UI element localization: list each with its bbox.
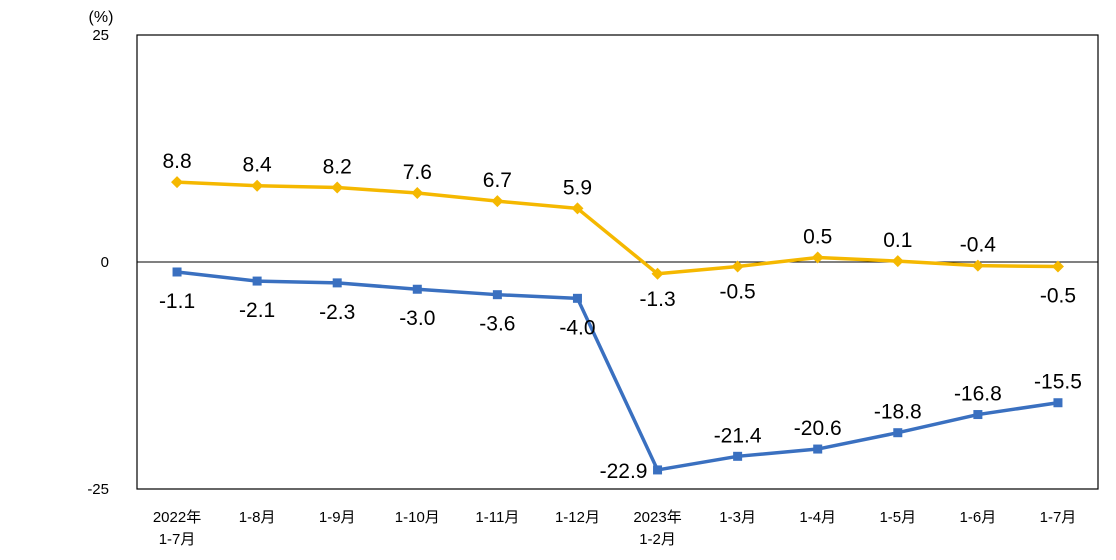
x-tick-label: 1-6月	[960, 509, 997, 526]
data-label: -0.5	[1040, 285, 1076, 308]
data-point-marker	[491, 195, 504, 208]
y-tick-label: 25	[92, 27, 109, 44]
x-tick-label: 1-12月	[555, 509, 600, 526]
data-label: 8.8	[162, 150, 191, 173]
data-label: -2.1	[239, 299, 275, 322]
data-label: -2.3	[319, 301, 355, 324]
data-label: -18.8	[874, 401, 922, 424]
data-label: -3.0	[399, 307, 435, 330]
x-tick-label: 1-5月	[879, 509, 916, 526]
x-tick-label: 1-9月	[319, 509, 356, 526]
data-label: -20.6	[794, 417, 842, 440]
data-label: 5.9	[563, 176, 592, 199]
data-point-marker	[893, 428, 903, 438]
y-tick-label: -25	[87, 481, 109, 498]
series-0: 8.8 8.4 8.2 7.6 6.7 5.9 -1.3 -0.5 0.5 0.1 -0.4 -0.5	[162, 150, 1076, 311]
data-point-marker	[973, 410, 983, 420]
data-point-marker	[1051, 260, 1064, 273]
x-tick-label: 2023年	[633, 509, 681, 526]
data-label: 0.1	[883, 229, 912, 252]
data-label: -0.5	[720, 281, 756, 304]
data-label: -1.1	[159, 290, 195, 313]
data-point-marker	[653, 465, 663, 475]
data-point-marker	[251, 179, 264, 192]
data-point-marker	[1053, 398, 1063, 408]
data-point-marker	[172, 267, 182, 277]
x-tick-label: 1-3月	[719, 509, 756, 526]
data-point-marker	[733, 451, 743, 461]
data-label: -1.3	[639, 288, 675, 311]
data-point-marker	[492, 290, 502, 300]
x-tick-label: 1-2月	[639, 531, 676, 548]
series-layer: 8.8 8.4 8.2 7.6 6.7 5.9 -1.3 -0.5 0.5 0.1 -0.4 -0.5…	[159, 150, 1082, 483]
data-label: 8.4	[243, 154, 273, 177]
x-tick-label: 1-7月	[1040, 509, 1077, 526]
series-line	[176, 180, 1058, 276]
y-axis-unit-label: (%)	[89, 9, 114, 26]
data-label: 7.6	[403, 161, 432, 184]
data-point-marker	[971, 259, 984, 272]
series-1: -1.1 -2.1 -2.3 -3.0 -3.6 -4.0 -22.9 -21.4 -20.6 -…	[159, 267, 1082, 483]
x-tick-labels: 2022年 1-7月 1-8月 1-9月 1-10月 1-11月 1-12月 2023年 1-2…	[153, 509, 1076, 548]
data-label: -21.4	[714, 424, 762, 447]
x-tick-label: 1-10月	[395, 509, 440, 526]
x-tick-label: 2022年	[153, 509, 201, 526]
x-tick-label: 1-4月	[799, 509, 836, 526]
series-line	[176, 270, 1059, 472]
data-point-marker	[171, 176, 184, 189]
data-point-marker	[572, 293, 582, 303]
data-label: -22.9	[600, 460, 648, 483]
x-tick-label: 1-8月	[239, 509, 276, 526]
data-label: -15.5	[1034, 371, 1082, 394]
data-label: 6.7	[483, 169, 512, 192]
data-point-marker	[813, 444, 823, 454]
data-point-marker	[651, 267, 664, 280]
data-point-marker	[731, 260, 744, 273]
x-tick-label: 1-11月	[475, 509, 519, 526]
data-label: 0.5	[803, 225, 832, 248]
data-point-marker	[411, 186, 424, 199]
data-point-marker	[252, 276, 262, 286]
data-label: -16.8	[954, 383, 1002, 406]
x-tick-label: 1-7月	[159, 531, 196, 548]
y-tick-label: 0	[101, 254, 109, 271]
data-point-marker	[412, 284, 422, 294]
data-point-marker	[332, 278, 342, 288]
data-point-marker	[811, 251, 824, 264]
data-label: 8.2	[323, 156, 352, 179]
data-point-marker	[571, 202, 584, 215]
data-point-marker	[891, 255, 904, 268]
data-label: -4.0	[559, 316, 595, 339]
data-label: -3.6	[479, 313, 515, 336]
data-point-marker	[331, 181, 344, 194]
data-label: -0.4	[960, 234, 997, 257]
